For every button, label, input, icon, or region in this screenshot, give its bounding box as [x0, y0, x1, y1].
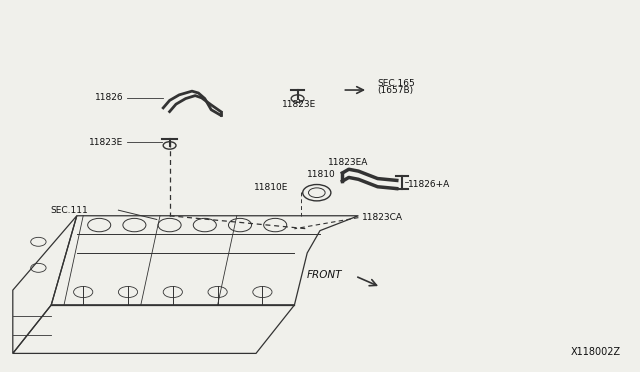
Text: 11810: 11810: [307, 170, 336, 179]
Text: 11810E: 11810E: [253, 183, 288, 192]
Text: SEC.111: SEC.111: [51, 206, 88, 215]
Text: 11826+A: 11826+A: [408, 180, 451, 189]
Text: 11823E: 11823E: [89, 138, 124, 147]
Text: 11826: 11826: [95, 93, 124, 102]
Text: (1657B): (1657B): [378, 86, 413, 95]
Text: 11823EA: 11823EA: [328, 158, 369, 167]
Text: SEC.165: SEC.165: [378, 79, 415, 88]
Text: 11823CA: 11823CA: [362, 213, 403, 222]
Text: FRONT: FRONT: [307, 270, 342, 279]
Text: X118002Z: X118002Z: [571, 347, 621, 357]
Text: 11823E: 11823E: [282, 100, 316, 109]
